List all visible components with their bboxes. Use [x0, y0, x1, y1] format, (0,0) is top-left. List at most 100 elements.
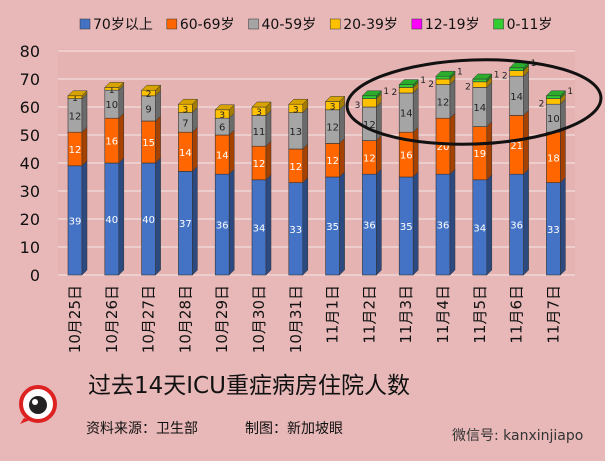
bar-segment	[546, 95, 561, 99]
x-tick-label: 11月4日	[434, 285, 452, 344]
bar-side	[302, 143, 309, 184]
bar-side	[486, 120, 493, 181]
bar-top	[177, 98, 199, 105]
x-tick-label: 10月29日	[213, 285, 231, 353]
bar-side	[486, 81, 493, 128]
legend-label: 12-19岁	[425, 17, 480, 33]
legend-label: 0-11岁	[507, 17, 553, 33]
data-label: 35	[326, 222, 339, 233]
bar-top	[472, 73, 493, 80]
bar-side	[376, 168, 382, 276]
data-label: 11	[253, 127, 266, 138]
data-label: 14	[216, 151, 229, 162]
bar-side	[560, 126, 566, 184]
x-tick-label: 11月6日	[508, 285, 526, 344]
logo-icon	[19, 385, 57, 424]
legend-label: 40-59岁	[262, 17, 317, 33]
data-label: 15	[142, 138, 155, 149]
bar-side	[486, 174, 493, 276]
bar-side	[302, 106, 309, 150]
bar-segment	[546, 98, 561, 105]
data-label: 10	[547, 114, 560, 125]
data-label: 19	[473, 149, 486, 160]
x-tick-label: 10月28日	[176, 285, 194, 353]
legend-label: 20-39岁	[343, 17, 398, 33]
data-label: 36	[216, 221, 229, 232]
bar-side	[228, 129, 235, 175]
chart-title: 过去14天ICU重症病房住院人数	[88, 373, 410, 399]
wechat-id: 微信号: kanxinjiapo	[452, 428, 584, 444]
data-label: 35	[400, 222, 413, 233]
maker-text: 制图：新加坡眼	[245, 421, 343, 437]
data-label: 1	[420, 76, 426, 86]
x-tick-label: 11月7日	[544, 285, 562, 344]
data-label: 3	[355, 101, 361, 111]
bar-top	[361, 90, 383, 97]
data-label: 36	[510, 221, 523, 232]
data-label: 12	[326, 123, 339, 134]
data-label: 12	[437, 97, 450, 108]
x-tick-label: 11月2日	[360, 285, 378, 344]
data-label: 1	[457, 68, 463, 78]
y-tick-label: 80	[20, 42, 40, 61]
bar-segment	[398, 84, 414, 88]
data-label: 12	[363, 153, 376, 164]
bar-side	[523, 70, 529, 117]
bar-top	[104, 82, 125, 88]
bar-side	[81, 126, 88, 167]
bar-side	[339, 137, 345, 178]
bar-side	[376, 134, 382, 175]
data-label: 33	[547, 225, 560, 236]
bar-side	[118, 112, 125, 164]
data-label: 2	[502, 71, 508, 81]
data-label: 3	[183, 105, 189, 115]
data-label: 39	[69, 216, 82, 227]
data-label: 3	[256, 108, 262, 118]
legend-swatch	[248, 18, 259, 30]
bar-side	[449, 78, 456, 119]
data-label: 12	[69, 111, 82, 122]
bar-side	[192, 126, 198, 173]
bar-top	[251, 101, 272, 108]
data-label: 20	[437, 142, 450, 153]
data-label: 3	[330, 103, 336, 113]
y-tick-label: 50	[20, 126, 40, 145]
data-label: 12	[363, 120, 376, 131]
x-tick-label: 11月1日	[324, 285, 342, 344]
x-tick-label: 10月30日	[250, 285, 268, 353]
data-label: 2	[539, 99, 545, 109]
bar-side	[81, 92, 88, 133]
y-tick-label: 40	[20, 154, 40, 173]
highlight-ellipse	[345, 58, 603, 146]
data-label: 2	[391, 88, 397, 98]
data-label: 21	[510, 141, 523, 152]
bar-side	[339, 171, 345, 276]
data-label: 40	[142, 215, 155, 226]
y-tick-label: 20	[20, 210, 40, 229]
data-label: 34	[473, 223, 486, 234]
data-label: 33	[289, 225, 302, 236]
data-label: 14	[400, 109, 413, 120]
legend-swatch	[411, 18, 423, 30]
bar-top	[140, 84, 162, 91]
bar-side	[155, 115, 161, 164]
bar-segment	[435, 78, 451, 85]
y-tick-label: 0	[30, 266, 40, 285]
bar-side	[118, 84, 125, 119]
source-text: 资料来源：卫生部	[86, 421, 198, 437]
data-label: 2	[428, 80, 434, 90]
data-label: 12	[326, 156, 339, 167]
data-label: 1	[72, 94, 78, 104]
bar-segment	[362, 95, 377, 99]
data-label: 9	[145, 104, 151, 115]
x-tick-label: 10月31日	[287, 285, 305, 353]
bar-side	[228, 168, 235, 276]
bar-side	[302, 176, 309, 276]
bar-side	[155, 157, 161, 276]
legend-swatch	[493, 18, 504, 30]
legend-swatch	[329, 18, 341, 30]
bar-segment	[509, 67, 524, 71]
data-label: 2	[146, 90, 152, 100]
legend-swatch	[166, 18, 178, 30]
